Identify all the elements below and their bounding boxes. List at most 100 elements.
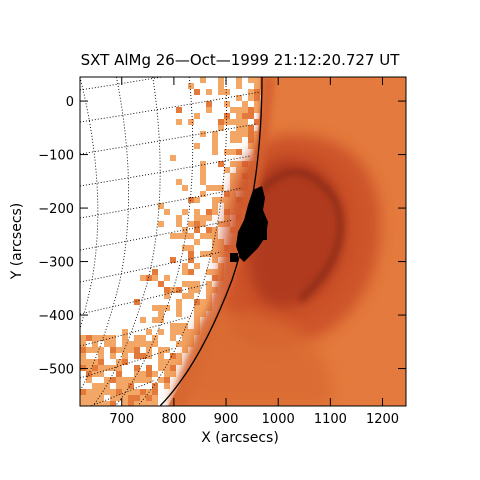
noise-pixel <box>206 215 212 221</box>
noise-pixel <box>218 119 224 125</box>
y-axis-title: Y (arcsecs) <box>9 203 25 281</box>
noise-pixel <box>176 323 182 329</box>
noise-pixel <box>122 377 128 383</box>
noise-pixel <box>200 233 206 239</box>
noise-pixel <box>98 335 104 341</box>
noise-pixel <box>230 149 236 155</box>
noise-pixel <box>170 155 176 161</box>
noise-pixel <box>254 83 260 89</box>
noise-pixel <box>212 197 218 203</box>
noise-pixel <box>236 167 242 173</box>
noise-pixel <box>212 143 218 149</box>
noise-pixel <box>146 395 152 401</box>
noise-pixel <box>140 377 146 383</box>
noise-pixel <box>80 365 86 371</box>
noise-pixel <box>212 209 218 215</box>
noise-pixel <box>170 335 176 341</box>
noise-pixel <box>80 389 86 395</box>
noise-pixel <box>206 89 212 95</box>
noise-pixel <box>104 383 110 389</box>
noise-pixel <box>200 191 206 197</box>
noise-pixel <box>146 371 152 377</box>
noise-pixel <box>230 185 236 191</box>
noise-pixel <box>236 107 242 113</box>
noise-pixel <box>116 371 122 377</box>
noise-pixel <box>86 401 92 406</box>
noise-pixel <box>152 269 158 275</box>
noise-pixel <box>128 401 134 406</box>
noise-pixel <box>98 401 104 406</box>
noise-pixel <box>110 395 116 401</box>
noise-pixel <box>200 161 206 167</box>
noise-pixel <box>212 137 218 143</box>
noise-pixel <box>218 185 224 191</box>
noise-pixel <box>134 347 140 353</box>
noise-pixel <box>224 167 230 173</box>
noise-pixel <box>248 107 254 113</box>
grid-line <box>80 77 130 392</box>
noise-pixel <box>182 209 188 215</box>
noise-pixel <box>80 353 86 359</box>
noise-pixel <box>218 221 224 227</box>
noise-pixel <box>212 269 218 275</box>
x-tick-label: 1100 <box>314 412 347 427</box>
noise-pixel <box>224 191 230 197</box>
noise-pixel <box>194 113 200 119</box>
noise-pixel <box>254 89 260 95</box>
noise-pixel <box>140 275 146 281</box>
noise-pixel <box>206 107 212 113</box>
noise-pixel <box>224 89 230 95</box>
noise-pixel <box>182 245 188 251</box>
noise-pixel <box>122 401 128 406</box>
noise-pixel <box>206 299 212 305</box>
noise-pixel <box>188 245 194 251</box>
noise-pixel <box>158 317 164 323</box>
noise-pixel <box>194 281 200 287</box>
noise-pixel <box>206 209 212 215</box>
noise-pixel <box>194 323 200 329</box>
noise-pixel <box>194 227 200 233</box>
noise-pixel <box>218 161 224 167</box>
noise-pixel <box>122 347 128 353</box>
noise-pixel <box>116 389 122 395</box>
noise-pixel <box>236 95 242 101</box>
noise-pixel <box>158 221 164 227</box>
noise-pixel <box>194 287 200 293</box>
y-axis-ticks: 0 −100 −200 −300 −400 −500 <box>38 95 406 378</box>
noise-pixel <box>212 245 218 251</box>
noise-pixel <box>158 311 164 317</box>
noise-pixel <box>128 377 134 383</box>
noise-pixel <box>152 275 158 281</box>
noise-pixel <box>140 335 146 341</box>
noise-pixel <box>170 323 176 329</box>
grid-line <box>80 123 257 155</box>
noise-pixel <box>158 347 164 353</box>
y-tick-label: −200 <box>38 202 74 217</box>
x-tick-label: 800 <box>161 412 186 427</box>
noise-pixel <box>212 251 218 257</box>
noise-pixel <box>218 245 224 251</box>
noise-pixel <box>140 317 146 323</box>
noise-pixel <box>146 401 152 406</box>
noise-pixel <box>182 347 188 353</box>
noise-pixel <box>170 353 176 359</box>
noise-pixel <box>122 341 128 347</box>
noise-pixel <box>182 227 188 233</box>
noise-pixel <box>188 269 194 275</box>
noise-pixel <box>188 341 194 347</box>
noise-pixel <box>80 341 86 347</box>
noise-pixel <box>116 365 122 371</box>
noise-pixel <box>194 197 200 203</box>
grid-line <box>80 347 175 379</box>
grid-line <box>80 91 261 123</box>
noise-pixel <box>158 365 164 371</box>
noise-pixel <box>140 389 146 395</box>
noise-pixel <box>170 329 176 335</box>
noise-pixel <box>218 89 224 95</box>
noise-pixel <box>92 365 98 371</box>
noise-pixel <box>92 335 98 341</box>
noise-pixel <box>146 329 152 335</box>
loop-system-inner <box>247 158 345 308</box>
noise-pixel <box>224 197 230 203</box>
noise-pixel <box>116 383 122 389</box>
